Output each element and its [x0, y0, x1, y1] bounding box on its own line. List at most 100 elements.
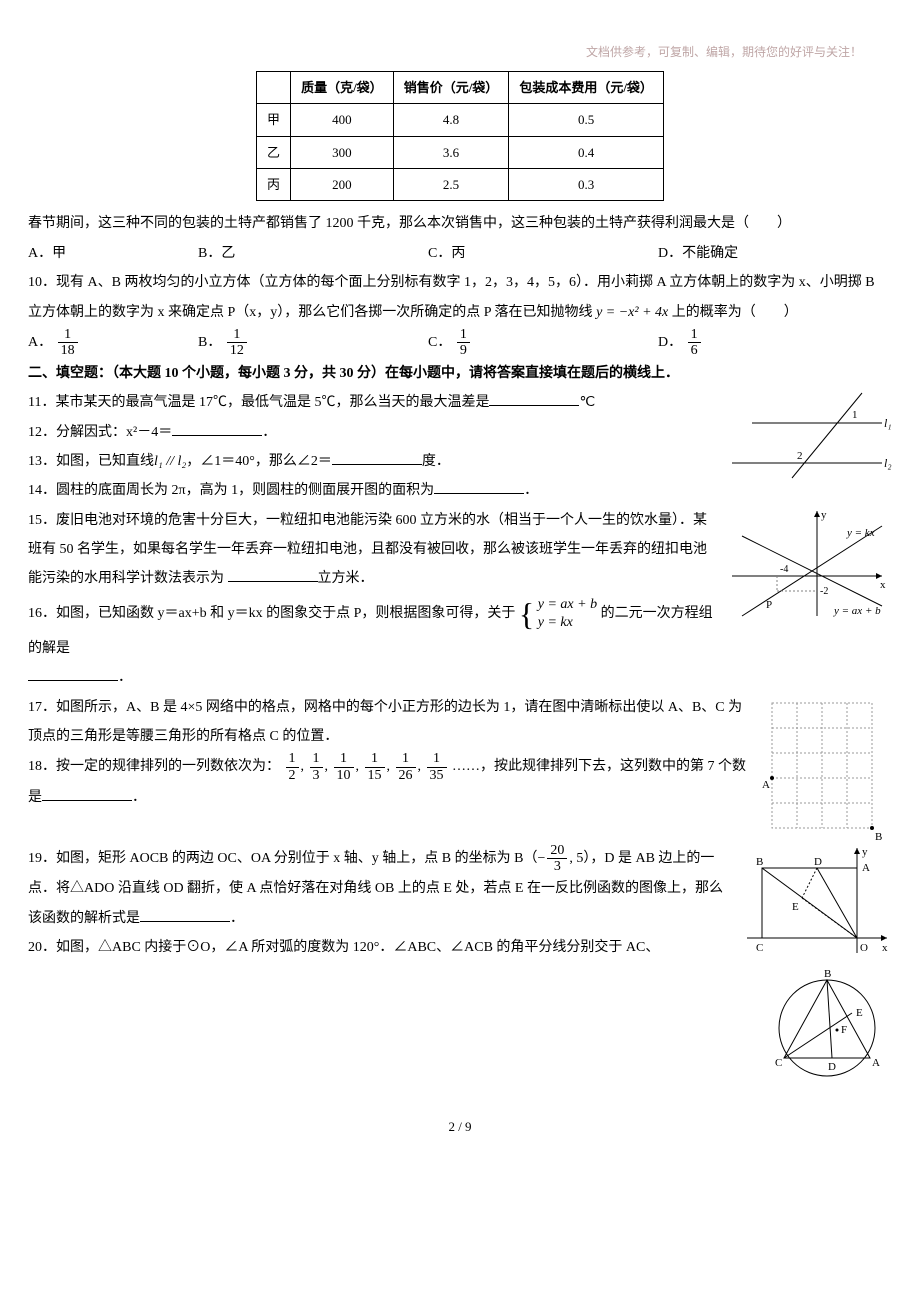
angle-1-label: 1: [852, 409, 858, 421]
kx-label: y = kx: [846, 527, 875, 539]
figure-q16: y x y = kx y = ax + b -4 -2 P: [722, 506, 892, 626]
circle-triangle-icon: B E F C D A: [762, 963, 892, 1083]
frac-d: 10: [334, 768, 354, 783]
x-axis-label: x: [880, 579, 886, 591]
frac-d: 3: [310, 768, 323, 783]
q9-options: A．甲 B．乙 C．丙 D．不能确定: [28, 239, 892, 268]
blank: [172, 422, 262, 436]
q15-unit: 立方米．: [318, 571, 374, 586]
cell: 3.6: [393, 136, 509, 168]
th-price: 销售价（元/袋）: [393, 72, 509, 104]
cf-label: F: [841, 1024, 847, 1036]
table-row: 乙 300 3.6 0.4: [257, 136, 664, 168]
e-label: E: [792, 901, 799, 913]
fraction: 110: [332, 751, 356, 783]
opt-label: A．: [28, 335, 52, 350]
opt-b: B．乙: [198, 239, 428, 268]
fraction: 126: [394, 751, 418, 783]
figure-q19: B D A E C O x y: [742, 843, 892, 963]
cell: 乙: [257, 136, 291, 168]
opt-label: B．: [198, 335, 221, 350]
frac-n: 1: [286, 751, 299, 767]
q13-c: 度．: [422, 454, 450, 469]
q9-text: 春节期间，这三种不同的包装的土特产都销售了 1200 千克，那么本次销售中，这三…: [28, 209, 892, 238]
frac-n: 1: [227, 327, 247, 343]
fraction: 13: [308, 751, 325, 783]
opt-a: A．甲: [28, 239, 198, 268]
frac-n: 1: [334, 751, 354, 767]
x-label: x: [882, 942, 888, 954]
blank: [434, 480, 524, 494]
cell: 丙: [257, 169, 291, 201]
cell: 4.8: [393, 104, 509, 136]
cell: 甲: [257, 104, 291, 136]
frac-d: 12: [227, 343, 247, 358]
grid-b-label: B: [875, 831, 882, 843]
blank: [228, 568, 318, 582]
equation-stack: y = ax + b y = kx: [538, 596, 597, 632]
blank: [42, 787, 132, 801]
minus2-label: -2: [820, 586, 828, 597]
figure-q13: 1 2 l₁ l₂: [722, 388, 892, 488]
fraction: 118: [56, 327, 80, 359]
c-label: C: [756, 942, 763, 954]
ca-label: A: [872, 1057, 880, 1069]
angle-2-label: 2: [797, 450, 803, 462]
frac-d: 15: [365, 768, 385, 783]
q19-end: ．: [230, 911, 244, 926]
blank: [489, 392, 579, 406]
fraction: 115: [363, 751, 387, 783]
q13-a: 13．如图，已知直线: [28, 454, 154, 469]
q11-unit: ℃: [579, 395, 595, 410]
cell: 2.5: [393, 169, 509, 201]
frac-d: 2: [286, 768, 299, 783]
fraction: 203: [545, 843, 569, 875]
q10-part2: 上的概率为（ ）: [672, 305, 798, 320]
frac-n: 1: [396, 751, 416, 767]
table-row: 丙 200 2.5 0.3: [257, 169, 664, 201]
y-label: y: [862, 846, 868, 858]
opt-c: C． 19: [428, 327, 658, 359]
brace-icon: {: [519, 594, 534, 634]
y-axis-label: y: [821, 509, 827, 521]
a-label: A: [862, 862, 870, 874]
table-row: 甲 400 4.8 0.5: [257, 104, 664, 136]
q13-b: ，∠1＝40°，那么∠2＝: [186, 454, 332, 469]
cell: 0.3: [509, 169, 664, 201]
opt-d: D．不能确定: [658, 239, 738, 268]
cell: 0.4: [509, 136, 664, 168]
minus4-label: -4: [780, 564, 788, 575]
header-note: 文档供参考，可复制、编辑，期待您的好评与关注！: [28, 40, 892, 65]
b-label: B: [756, 856, 763, 868]
eq1: y = ax + b: [538, 597, 597, 612]
fraction: 19: [455, 327, 472, 359]
parallel-lines-icon: 1 2 l₁ l₂: [722, 388, 892, 488]
linear-graph-icon: y x y = kx y = ax + b -4 -2 P: [722, 506, 892, 626]
grid-icon: A B: [762, 693, 892, 843]
o-label: O: [860, 942, 868, 954]
fraction: 135: [425, 751, 449, 783]
q10-options: A． 118 B． 112 C． 19 D． 16: [28, 327, 892, 359]
q18-a: 18．按一定的规律排列的一列数依次为：: [28, 760, 280, 775]
q16-a: 16．如图，已知函数 y＝ax+b 和 y＝kx 的图象交于点 P，则根据图象可…: [28, 606, 515, 621]
blank: [28, 667, 118, 681]
figure-q20: B E F C D A: [762, 963, 892, 1083]
q12-text: 12．分解因式：x²－4＝: [28, 425, 172, 440]
frac-n: 20: [547, 843, 567, 859]
opt-b: B． 112: [198, 327, 428, 359]
rectangle-fold-icon: B D A E C O x y: [742, 843, 892, 963]
q12-end: ．: [262, 425, 276, 440]
fraction: 112: [225, 327, 249, 359]
cd-label: D: [828, 1061, 836, 1073]
fraction: 12: [284, 751, 301, 783]
cell: 200: [291, 169, 394, 201]
frac-d: 3: [547, 859, 567, 874]
p-label: P: [766, 599, 772, 611]
opt-label: C．: [428, 335, 451, 350]
cell: 0.5: [509, 104, 664, 136]
grid-a-label: A: [762, 779, 770, 791]
d-label: D: [814, 856, 822, 868]
l2-label: l₂: [884, 456, 892, 470]
blank: [140, 908, 230, 922]
q10-equation: y = −x² + 4x: [596, 305, 668, 320]
